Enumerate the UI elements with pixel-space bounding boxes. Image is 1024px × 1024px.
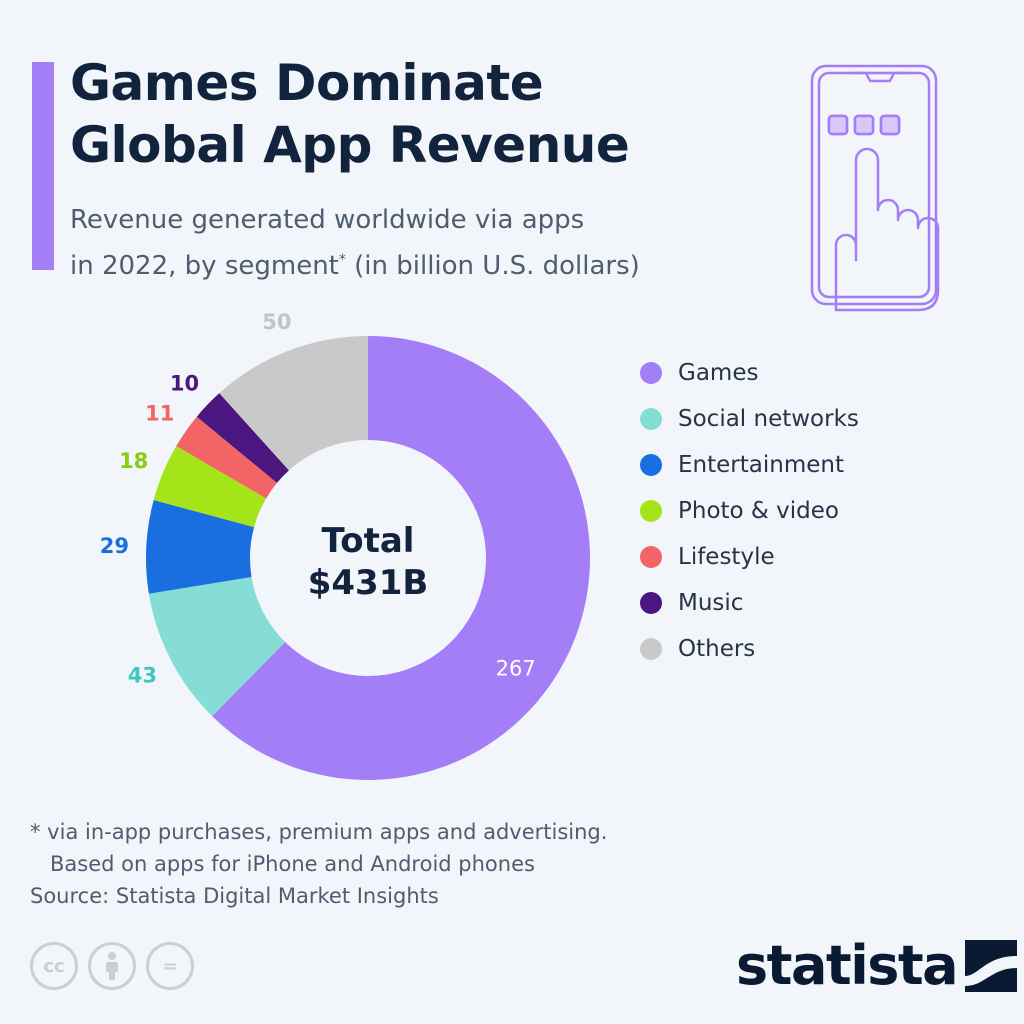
legend-label-music: Music	[678, 590, 744, 616]
legend-label-photo-video: Photo & video	[678, 498, 839, 524]
cc-icon-text: cc	[43, 955, 65, 977]
legend-label-entertainment: Entertainment	[678, 452, 844, 478]
data-label-lifestyle: 11	[145, 402, 174, 426]
slice-others	[219, 336, 368, 471]
slice-photo-video	[153, 446, 267, 528]
title-line-1: Games Dominate	[70, 54, 544, 112]
data-label-others: 50	[262, 310, 291, 334]
person-icon	[106, 952, 118, 980]
slice-entertainment	[145, 500, 255, 594]
data-label-photo-video: 18	[119, 449, 148, 473]
chart-subtitle: Revenue generated worldwide via apps in …	[70, 200, 640, 286]
no-derivatives-icon-text: =	[162, 955, 178, 977]
legend-swatch-entertainment	[640, 454, 662, 476]
subtitle-line-2a: in 2022, by segment	[70, 251, 339, 281]
slice-social-networks	[148, 576, 286, 717]
legend-item-social-networks: Social networks	[640, 396, 859, 442]
legend-item-lifestyle: Lifestyle	[640, 534, 859, 580]
cc-icon[interactable]: cc	[30, 942, 78, 990]
data-label-games: 267	[496, 657, 536, 681]
statista-logo-icon	[965, 940, 1018, 992]
legend-swatch-music	[640, 592, 662, 614]
title-accent-bar	[32, 62, 54, 270]
legend-swatch-photo-video	[640, 500, 662, 522]
brand-name: statista	[736, 934, 959, 997]
legend-item-games: Games	[640, 350, 859, 396]
subtitle-asterisk: *	[338, 252, 346, 268]
subtitle-line-1: Revenue generated worldwide via apps	[70, 205, 585, 235]
legend-swatch-lifestyle	[640, 546, 662, 568]
phone-touch-icon	[810, 64, 940, 312]
legend-item-entertainment: Entertainment	[640, 442, 859, 488]
total-label-line-1: Total	[321, 521, 415, 561]
legend-label-others: Others	[678, 636, 756, 662]
data-label-music: 10	[170, 371, 199, 395]
total-value: $431B	[307, 563, 429, 603]
legend-swatch-games	[640, 362, 662, 384]
slice-lifestyle	[176, 416, 277, 499]
no-derivatives-icon[interactable]: =	[146, 942, 194, 990]
statista-brand[interactable]: statista	[736, 934, 1018, 998]
chart-legend: Games Social networks Entertainment Photo &…	[640, 350, 859, 672]
legend-label-social-networks: Social networks	[678, 406, 859, 432]
total-label: Total $431B	[268, 520, 468, 604]
attribution-icon[interactable]	[88, 942, 136, 990]
legend-item-others: Others	[640, 626, 859, 672]
legend-item-music: Music	[640, 580, 859, 626]
legend-label-games: Games	[678, 360, 759, 386]
chart-title: Games Dominate Global App Revenue	[70, 52, 630, 176]
slice-games	[212, 336, 590, 780]
title-line-2: Global App Revenue	[70, 116, 630, 174]
footnote-line-2: Based on apps for iPhone and Android pho…	[50, 852, 535, 876]
legend-swatch-others	[640, 638, 662, 660]
footnote: * via in-app purchases, premium apps and…	[30, 816, 607, 880]
legend-label-lifestyle: Lifestyle	[678, 544, 775, 570]
subtitle-line-2b: (in billion U.S. dollars)	[345, 251, 640, 281]
data-label-social-networks: 43	[128, 664, 157, 688]
footnote-line-1: * via in-app purchases, premium apps and…	[30, 820, 608, 844]
data-label-entertainment: 29	[100, 534, 129, 558]
source-note: Source: Statista Digital Market Insights	[30, 884, 439, 908]
slice-music	[196, 393, 289, 483]
license-icons: cc =	[30, 942, 194, 990]
legend-swatch-social-networks	[640, 408, 662, 430]
legend-item-photo-video: Photo & video	[640, 488, 859, 534]
subtitle-line-2: in 2022, by segment* (in billion U.S. do…	[70, 240, 640, 286]
